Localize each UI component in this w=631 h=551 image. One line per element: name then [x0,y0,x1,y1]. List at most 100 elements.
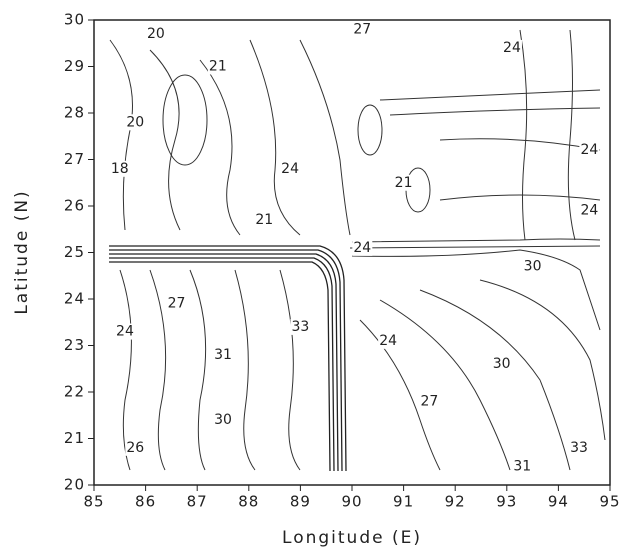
contour-label-bg [145,25,166,42]
x-tick-label: 92 [445,493,466,511]
contour-label: 31 [513,458,531,474]
contour-line [419,289,571,471]
contour-label: 33 [291,319,309,335]
contour-label-bg [114,323,135,340]
contour-label-bg [512,458,533,475]
contour-line [162,74,208,166]
contour-label-bg [579,202,600,219]
contour-label-bg [166,295,187,312]
contour-line [389,107,601,116]
contour-label: 24 [580,142,598,158]
contour-label-bg [352,239,373,256]
contour-line [479,279,606,441]
contour-line [199,59,241,236]
contour-line [109,39,133,231]
contour-line [379,299,511,471]
contour-label: 27 [420,393,438,409]
contour-line [519,29,528,241]
contour-label: 24 [503,40,521,56]
x-tick-label: 90 [341,493,362,511]
ridge [109,257,335,472]
contour-line [439,194,601,201]
contour-label: 20 [126,114,144,130]
contour-label-bg [207,58,228,75]
contour-label: 21 [255,212,273,228]
contour-label-bg [569,439,590,456]
contour-label-bg [254,211,275,228]
contour-label: 20 [147,26,165,42]
contour-label-bg [213,411,233,428]
contour-label-bg [378,332,399,349]
contour-label-bg [419,393,440,410]
contour-line [149,269,167,471]
x-tick-label: 95 [599,493,620,511]
y-tick-label: 23 [64,336,85,354]
y-tick-label: 30 [64,11,85,29]
contour-label: 30 [214,412,232,428]
x-tick-label: 87 [187,493,208,511]
y-tick-label: 25 [64,243,85,261]
contour-label-bg [125,114,146,131]
contour-line [279,269,301,471]
contour-line [299,39,351,236]
x-tick-label: 93 [496,493,517,511]
contour-label: 27 [168,296,186,312]
contour-label-bg [125,439,146,456]
contour-label: 24 [281,161,299,177]
ridge [109,249,343,472]
contour-label: 24 [116,324,134,340]
contour-line [119,269,132,471]
x-tick-label: 86 [135,493,156,511]
contour-label: 30 [493,356,511,372]
y-tick-label: 21 [64,429,85,447]
y-tick-label: 22 [64,383,85,401]
y-axis-label: Latitude (N) [12,189,32,314]
ridge [109,261,331,472]
x-tick-label: 91 [393,493,414,511]
contour-label-bg [352,21,373,38]
contour-label-bg [290,318,311,335]
y-tick-label: 26 [64,197,85,215]
contour-line [249,39,301,236]
x-tick-label: 88 [238,493,259,511]
y-tick-label: 29 [64,57,85,75]
contour-label: 31 [214,347,232,363]
ridge [109,253,339,472]
contour-line [189,269,207,471]
contour-label-bg [491,356,512,373]
contour-label-bg [501,39,522,56]
x-tick-label: 94 [548,493,569,511]
contour-label: 30 [524,258,542,274]
y-tick-label: 28 [64,104,85,122]
contour-line [379,89,601,101]
ridge [109,245,347,472]
contour-label-bg [213,346,233,363]
contour-line [351,238,601,243]
contour-label-bg [109,160,130,177]
contour-line [234,269,256,471]
contour-line [567,29,576,241]
contour-line [351,249,601,331]
x-tick-label: 85 [83,493,104,511]
contour-label-bg [280,160,301,177]
x-axis-label: Longitude (E) [282,528,422,548]
contour-label-bg [522,258,543,275]
x-tick-label: 89 [290,493,311,511]
contour-line [149,49,181,231]
contour-label-bg [393,174,414,191]
contour-label: 27 [353,21,371,37]
contour-label: 24 [379,333,397,349]
contour-label: 26 [126,440,144,456]
contour-label: 21 [209,59,227,75]
contour-line [349,245,601,249]
contour-label: 18 [111,161,129,177]
contour-line [439,138,601,151]
contour-label: 21 [395,175,413,191]
y-tick-label: 27 [64,150,85,168]
contour-label: 24 [353,240,371,256]
y-tick-label: 20 [64,476,85,494]
y-tick-label: 24 [64,290,85,308]
contour-line [357,104,383,156]
contour-label: 33 [570,440,588,456]
